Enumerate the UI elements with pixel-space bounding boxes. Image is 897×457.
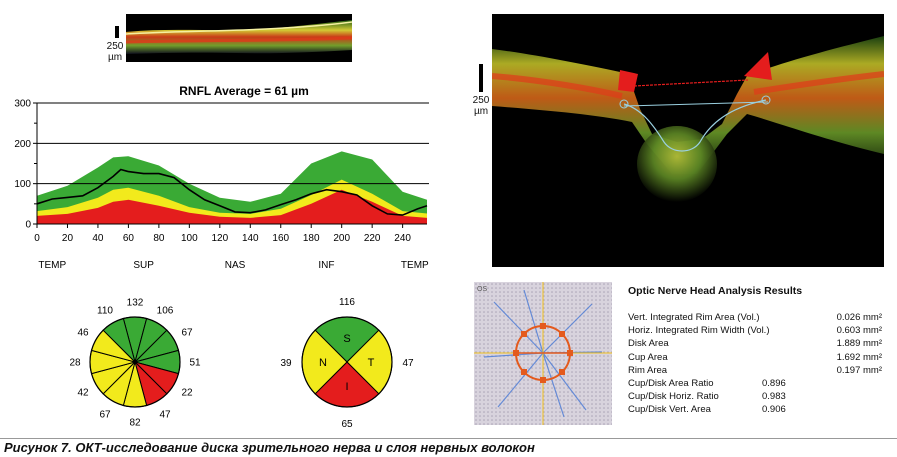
clock-sector-value: 22	[181, 388, 193, 399]
result-label: Horiz. Integrated Rim Width (Vol.)	[628, 325, 770, 337]
clock-sector-value: 28	[69, 358, 81, 369]
quadrant-sector-diagram: S 116 T 47 I 65 N 39	[280, 297, 414, 430]
result-value: 0.603 mm²	[836, 325, 882, 337]
clock-sector-value: 132	[127, 298, 144, 309]
region-label: INF	[318, 260, 334, 271]
clock-sector-value: 51	[189, 358, 201, 369]
result-label: Disk Area	[628, 338, 669, 350]
clock-sector-value: 67	[99, 410, 111, 421]
normative-band-1	[37, 189, 427, 224]
x-tick-label: 200	[333, 233, 350, 244]
quadrant-letter: I	[345, 381, 348, 393]
x-tick-label: 80	[153, 233, 165, 244]
scale-label-right: 250 µm	[472, 95, 490, 117]
result-value: 0.197 mm²	[836, 364, 882, 376]
quadrant-value: 116	[339, 297, 355, 308]
quadrant-value: 65	[341, 419, 353, 430]
clock-hour-sector-diagram: 132 106 67 51 22 47 82 67 42 28 46 110	[69, 298, 201, 429]
x-tick-label: 220	[364, 233, 381, 244]
figure-caption: Рисунок 7. ОКТ-исследование диска зрител…	[0, 438, 897, 457]
rnfl-profile-chart: RNFL Average = 61 µm 0 20 40 60 80 100 120 140 1…	[14, 84, 429, 271]
region-label: NAS	[225, 260, 246, 271]
result-ratio: 0.906	[762, 404, 786, 416]
x-tick-label: 120	[211, 233, 228, 244]
quadrant-outline	[301, 316, 393, 408]
y-tick-label: 100	[14, 179, 31, 190]
onh-oct-scan	[492, 14, 884, 267]
result-label: Cup/Disk Vert. Area	[628, 404, 711, 416]
result-value: 0.026 mm²	[836, 312, 882, 323]
result-label: Vert. Integrated Rim Area (Vol.)	[628, 312, 760, 323]
measured-thickness-line	[36, 168, 428, 216]
region-label: SUP	[133, 260, 154, 271]
x-tick-label: 140	[242, 233, 259, 244]
region-label: TEMP	[38, 260, 66, 271]
x-tick-label: 100	[181, 233, 198, 244]
scale-bar-top	[115, 26, 119, 38]
x-tick-label: 160	[272, 233, 289, 244]
clock-sector-value: 42	[77, 388, 89, 399]
clock-sector-value: 82	[129, 418, 141, 429]
result-ratio: 0.896	[762, 378, 786, 389]
clock-outline	[89, 316, 181, 408]
fundus-disc-graphic: OS	[474, 282, 612, 425]
clock-sector-value: 67	[181, 328, 193, 339]
clock-sector-value: 106	[157, 306, 174, 317]
rnfl-oct-scan	[126, 14, 352, 62]
result-ratio: 0.983	[762, 391, 786, 403]
results-title: Optic Nerve Head Analysis Results	[628, 285, 803, 297]
rnfl-oct-scan-image	[126, 20, 352, 54]
scale-bar-right	[479, 64, 483, 92]
svg-text:OS: OS	[477, 286, 487, 293]
clock-sector-value: 110	[97, 306, 113, 317]
x-tick-label: 180	[303, 233, 320, 244]
result-label: Cup/Disk Horiz. Ratio	[628, 391, 719, 403]
quadrant-value: 47	[402, 358, 414, 369]
result-value: 1.889 mm²	[836, 338, 882, 350]
chart-title: RNFL Average = 61 µm	[179, 84, 309, 98]
y-tick-label: 0	[25, 220, 31, 231]
quadrant-letter: T	[368, 357, 375, 369]
quadrant-value: 39	[280, 358, 292, 369]
x-tick-label: 20	[62, 233, 74, 244]
clock-sector-value: 46	[77, 328, 89, 339]
quadrant-letter: N	[319, 357, 327, 369]
scale-label-top: 250 µm	[106, 41, 124, 63]
x-tick-label: 240	[394, 233, 411, 244]
region-label: TEMP	[401, 260, 429, 271]
x-tick-label: 60	[123, 233, 135, 244]
y-tick-label: 200	[14, 139, 31, 150]
onh-oct-scan-image	[492, 36, 884, 202]
result-value: 1.692 mm²	[836, 351, 882, 363]
result-label: Cup/Disk Area Ratio	[628, 378, 714, 389]
clock-sector-value: 47	[159, 410, 171, 421]
fundus-disc-image: OS	[474, 282, 612, 425]
result-label: Rim Area	[628, 364, 668, 376]
x-tick-label: 40	[92, 233, 104, 244]
y-tick-label: 300	[14, 99, 31, 110]
quadrant-letter: S	[343, 333, 350, 345]
result-label: Cup Area	[628, 351, 668, 363]
x-tick-label: 0	[34, 233, 40, 244]
